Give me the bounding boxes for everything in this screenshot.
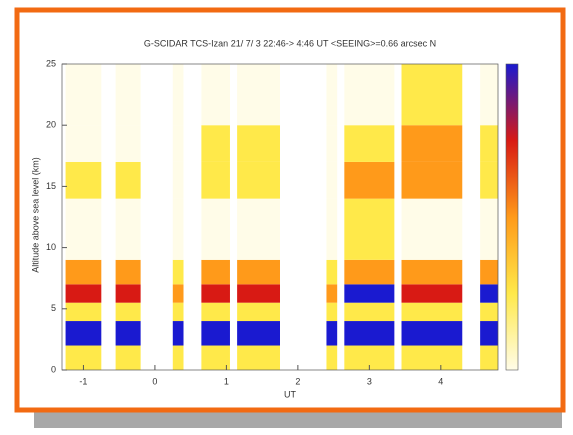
heatmap-cell bbox=[66, 284, 102, 302]
heatmap-cell bbox=[480, 321, 498, 345]
heatmap-cell bbox=[326, 64, 337, 125]
heatmap-cell bbox=[201, 284, 230, 302]
heatmap-cell bbox=[402, 162, 463, 199]
heatmap-cell bbox=[402, 346, 463, 370]
heatmap-cell bbox=[173, 260, 184, 284]
heatmap-cell bbox=[237, 162, 280, 199]
heatmap-cell bbox=[116, 125, 141, 162]
heatmap-cell bbox=[326, 284, 337, 302]
heatmap-cell bbox=[480, 346, 498, 370]
heatmap-cell bbox=[66, 321, 102, 345]
heatmap-cell bbox=[173, 199, 184, 260]
heatmap-cell bbox=[480, 260, 498, 284]
heatmap-cell bbox=[66, 199, 102, 260]
heatmap-cell bbox=[237, 321, 280, 345]
y-tick-label: 10 bbox=[46, 242, 56, 252]
heatmap-cell bbox=[201, 321, 230, 345]
heatmap-cell bbox=[66, 303, 102, 321]
heatmap-cell bbox=[201, 303, 230, 321]
x-tick-label: 4 bbox=[438, 376, 443, 386]
heatmap-cell bbox=[201, 64, 230, 125]
y-tick-label: 20 bbox=[46, 120, 56, 130]
x-tick-label: 1 bbox=[224, 376, 229, 386]
heatmap-cell bbox=[237, 199, 280, 260]
heatmap-cell bbox=[201, 199, 230, 260]
heatmap-cell bbox=[237, 64, 280, 125]
heatmap-cell bbox=[402, 321, 463, 345]
x-axis-label: UT bbox=[284, 389, 296, 399]
heatmap-cell bbox=[237, 346, 280, 370]
y-axis-label: Altitude above sea level (km) bbox=[30, 157, 40, 273]
heatmap-cell bbox=[326, 162, 337, 199]
heatmap-cell bbox=[116, 64, 141, 125]
heatmap-cell bbox=[402, 199, 463, 260]
heatmap-cell bbox=[173, 64, 184, 125]
heatmap-cell bbox=[344, 162, 394, 199]
heatmap-cell bbox=[116, 162, 141, 199]
heatmap-cell bbox=[480, 64, 498, 125]
heatmap-cell bbox=[402, 125, 463, 162]
heatmap-cell bbox=[237, 260, 280, 284]
frame-shadow bbox=[34, 412, 562, 428]
heatmap-cell bbox=[480, 199, 498, 260]
heatmap-cell bbox=[344, 64, 394, 125]
x-tick-label: 3 bbox=[367, 376, 372, 386]
heatmap-cell bbox=[173, 125, 184, 162]
heatmap-cell bbox=[173, 303, 184, 321]
heatmap-cell bbox=[344, 199, 394, 260]
heatmap-cell bbox=[173, 162, 184, 199]
heatmap-cell bbox=[237, 284, 280, 302]
heatmap-cell bbox=[480, 162, 498, 199]
heatmap-cell bbox=[326, 321, 337, 345]
heatmap-cell bbox=[66, 64, 102, 125]
heatmap-cell bbox=[480, 125, 498, 162]
heatmap-cell bbox=[116, 284, 141, 302]
heatmap-cell bbox=[201, 346, 230, 370]
heatmap-cell bbox=[480, 303, 498, 321]
x-tick-label: -1 bbox=[79, 376, 87, 386]
heatmap-cell bbox=[116, 321, 141, 345]
heatmap-cell bbox=[201, 260, 230, 284]
heatmap-cell bbox=[344, 284, 394, 302]
heatmap-cell bbox=[326, 199, 337, 260]
heatmap-cell bbox=[116, 260, 141, 284]
heatmap-cell bbox=[344, 303, 394, 321]
x-tick-label: 0 bbox=[152, 376, 157, 386]
heatmap-cell bbox=[326, 346, 337, 370]
y-tick-label: 15 bbox=[46, 181, 56, 191]
heatmap-cell bbox=[326, 125, 337, 162]
heatmap-cell bbox=[480, 284, 498, 302]
heatmap-cell bbox=[116, 346, 141, 370]
heatmap-cell bbox=[402, 284, 463, 302]
heatmap-cell bbox=[344, 321, 394, 345]
heatmap-cell bbox=[201, 162, 230, 199]
heatmap-cell bbox=[173, 321, 184, 345]
heatmap-cell bbox=[326, 303, 337, 321]
y-tick-label: 25 bbox=[46, 58, 56, 68]
heatmap-cell bbox=[66, 260, 102, 284]
x-tick-label: 2 bbox=[295, 376, 300, 386]
heatmap-cell bbox=[173, 284, 184, 302]
heatmap-cell bbox=[402, 260, 463, 284]
heatmap-cell bbox=[66, 162, 102, 199]
heatmap-cell bbox=[173, 346, 184, 370]
chart-title: G-SCIDAR TCS-Izan 21/ 7/ 3 22:46-> 4:46 … bbox=[144, 38, 436, 48]
colorbar bbox=[506, 64, 518, 370]
heatmap-cell bbox=[402, 64, 463, 125]
heatmap-cell bbox=[402, 303, 463, 321]
heatmap-cell bbox=[344, 125, 394, 162]
y-tick-label: 5 bbox=[51, 303, 56, 313]
heatmap-cell bbox=[66, 125, 102, 162]
heatmap-cell bbox=[326, 260, 337, 284]
heatmap-cell bbox=[344, 260, 394, 284]
heatmap-cell bbox=[201, 125, 230, 162]
y-tick-label: 0 bbox=[51, 364, 56, 374]
heatmap-cell bbox=[116, 303, 141, 321]
heatmap-cell bbox=[237, 303, 280, 321]
heatmap-cell bbox=[116, 199, 141, 260]
chart: G-SCIDAR TCS-Izan 21/ 7/ 3 22:46-> 4:46 … bbox=[0, 0, 573, 430]
heatmap-cell bbox=[237, 125, 280, 162]
